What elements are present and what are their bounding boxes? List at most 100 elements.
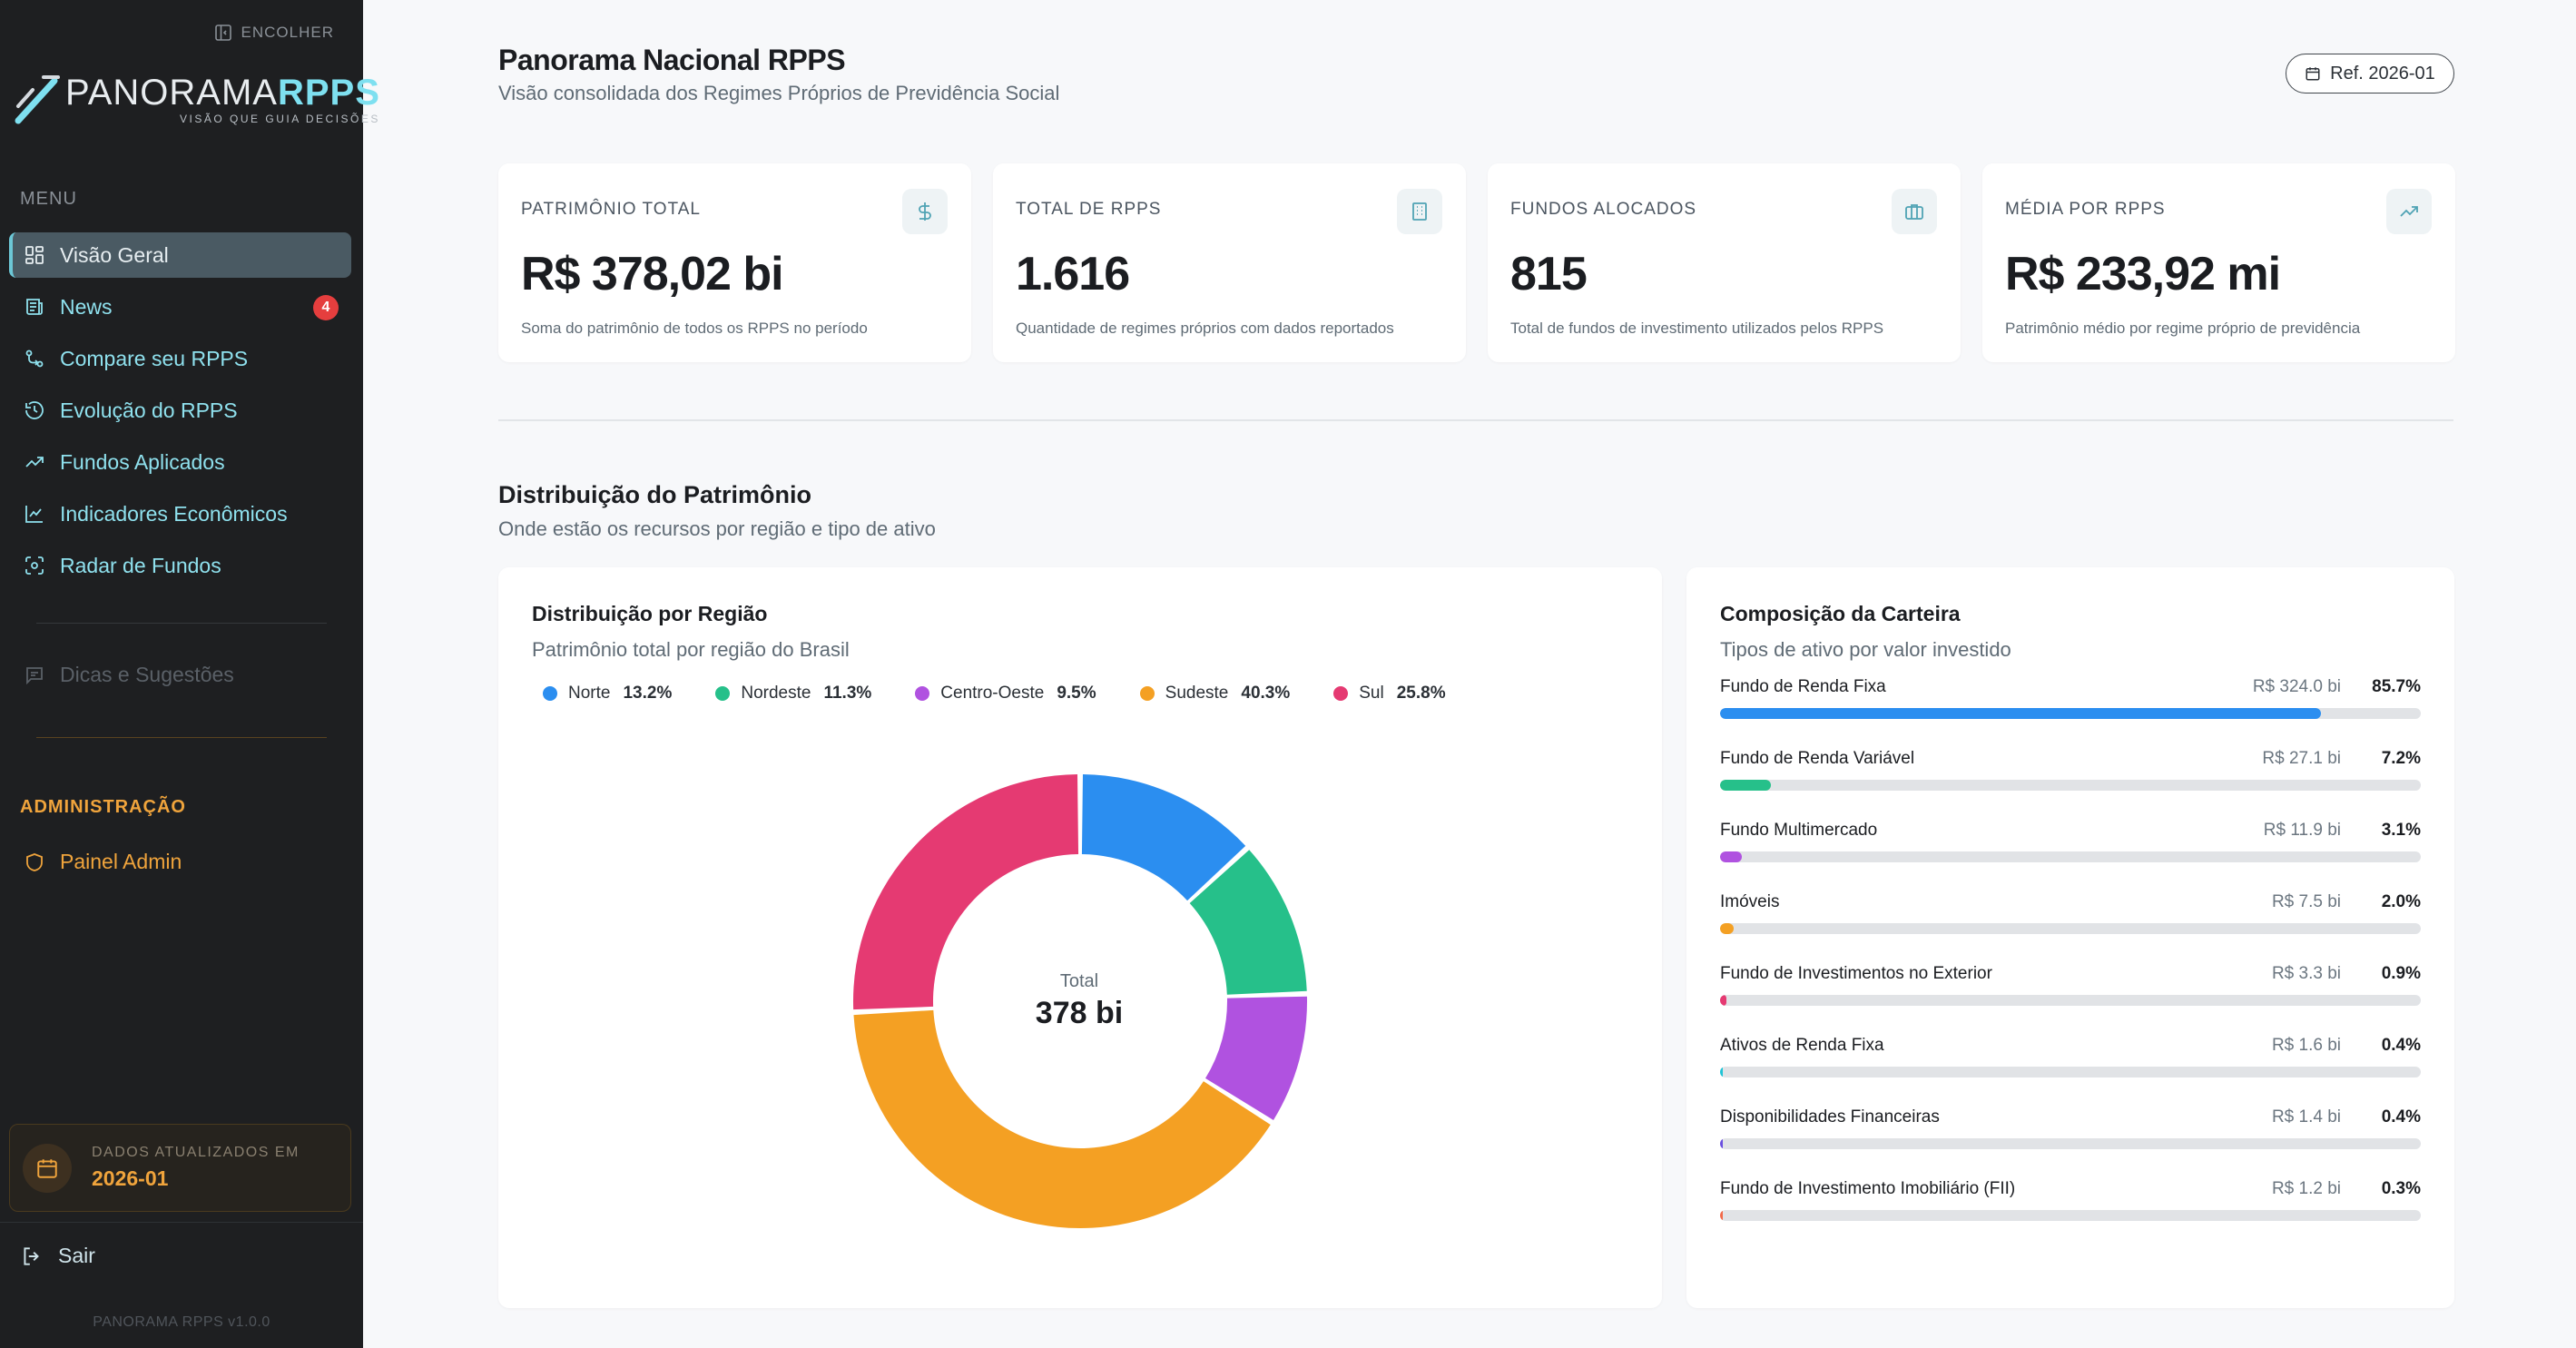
donut-center-label: Total <box>1059 971 1099 991</box>
region-distribution-panel: Distribuição por Região Patrimônio total… <box>498 567 1662 1308</box>
bar-percent: 3.1% <box>2381 821 2421 840</box>
bar-track <box>1720 1138 2421 1149</box>
legend-dot <box>915 686 930 701</box>
message-icon <box>26 666 43 684</box>
stat-label: PATRIMÔNIO TOTAL <box>521 200 701 219</box>
sidebar-item-dicas[interactable]: Dicas e Sugestões <box>24 663 234 687</box>
bar-track <box>1720 1067 2421 1077</box>
legend-label: Nordeste <box>741 684 811 703</box>
calendar-icon <box>37 1158 57 1178</box>
bar-track <box>1720 1210 2421 1221</box>
section-title: Distribuição do Patrimônio <box>498 481 812 508</box>
logout-button[interactable]: Sair <box>20 1244 95 1268</box>
admin-section-label: ADMINISTRAÇÃO <box>20 797 186 817</box>
sidebar-item-indicadores[interactable]: Indicadores Econômicos <box>9 491 351 536</box>
legend-item[interactable]: Nordeste 11.3% <box>715 684 871 704</box>
logo[interactable]: PANORAMARPPS VISÃO QUE GUIA DECISÕES <box>15 74 380 125</box>
panel-title: Composição da Carteira <box>1720 602 1961 625</box>
legend-dot <box>543 686 557 701</box>
legend-item[interactable]: Sul 25.8% <box>1333 684 1446 704</box>
stat-label: FUNDOS ALOCADOS <box>1510 200 1697 219</box>
bar-label: Fundo Multimercado <box>1720 821 1878 840</box>
sidebar-item-label: Compare seu RPPS <box>60 346 249 370</box>
bar-track <box>1720 851 2421 862</box>
briefcase-icon <box>1905 204 1923 220</box>
admin-divider <box>36 737 327 738</box>
bar-amount: R$ 27.1 bi <box>2262 749 2341 768</box>
donut-slice-centro-oeste[interactable] <box>1204 996 1307 1120</box>
bar-amount: R$ 1.4 bi <box>2271 1107 2341 1127</box>
logo-tagline: VISÃO QUE GUIA DECISÕES <box>180 113 380 125</box>
bar-label: Disponibilidades Financeiras <box>1720 1107 1940 1127</box>
portfolio-bar-row: Fundo de Investimentos no Exterior R$ 3.3… <box>1720 964 2421 1009</box>
reference-period-label: Ref. 2026-01 <box>2330 63 2435 84</box>
sidebar-item-news[interactable]: News 4 <box>9 284 351 330</box>
building-icon <box>1412 202 1427 221</box>
bar-fill <box>1720 995 1726 1006</box>
section-divider <box>498 419 2453 421</box>
stat-icon-wrap <box>2386 189 2432 234</box>
stat-icon-wrap <box>1397 189 1442 234</box>
legend-item[interactable]: Sudeste 40.3% <box>1139 684 1290 704</box>
legend-item[interactable]: Norte 13.2% <box>543 684 672 704</box>
legend-percent: 9.5% <box>1057 684 1096 703</box>
grid-icon <box>25 246 44 264</box>
legend-label: Sudeste <box>1165 684 1229 703</box>
bar-percent: 0.3% <box>2381 1179 2421 1198</box>
bar-track <box>1720 708 2421 719</box>
legend-dot <box>715 686 731 701</box>
sidebar-item-visao-geral[interactable]: Visão Geral <box>9 232 351 278</box>
sidebar-item-radar[interactable]: Radar de Fundos <box>9 543 351 588</box>
collapse-label: ENCOLHER <box>241 24 334 41</box>
sidebar-item-label: Dicas e Sugestões <box>60 663 234 686</box>
compare-icon <box>25 349 44 368</box>
stat-description: Quantidade de regimes próprios com dados… <box>1016 320 1394 337</box>
portfolio-bar-row: Fundo de Investimento Imobiliário (FII) R… <box>1720 1179 2421 1225</box>
sidebar-bottom-divider <box>0 1222 363 1223</box>
sidebar-item-compare[interactable]: Compare seu RPPS <box>9 336 351 381</box>
legend-percent: 25.8% <box>1396 684 1446 703</box>
calendar-icon-wrap <box>23 1143 72 1193</box>
donut-slice-sul[interactable] <box>853 774 1079 1010</box>
legend-item[interactable]: Centro-Oeste 9.5% <box>915 684 1096 704</box>
history-icon <box>25 401 44 419</box>
collapse-sidebar-button[interactable]: ENCOLHER <box>214 24 334 42</box>
bar-fill <box>1720 1067 1724 1077</box>
page-subtitle: Visão consolidada dos Regimes Próprios d… <box>498 82 1060 104</box>
donut-slice-sudeste[interactable] <box>853 1009 1271 1228</box>
stat-description: Total de fundos de investimento utilizad… <box>1510 320 1884 337</box>
reference-period-button[interactable]: Ref. 2026-01 <box>2286 54 2454 93</box>
bar-label: Fundo de Renda Variável <box>1720 749 1915 768</box>
donut-slice-nordeste[interactable] <box>1189 850 1307 995</box>
stat-label: TOTAL DE RPPS <box>1016 200 1162 219</box>
logo-text-a: PANORAMA <box>65 73 278 113</box>
bar-amount: R$ 7.5 bi <box>2271 892 2341 911</box>
legend-percent: 11.3% <box>823 684 872 703</box>
sidebar-item-evolucao[interactable]: Evolução do RPPS <box>9 388 351 433</box>
sidebar-divider <box>36 623 327 624</box>
legend-label: Centro-Oeste <box>940 684 1045 703</box>
stat-icon-wrap <box>902 189 948 234</box>
bar-percent: 0.9% <box>2381 964 2421 983</box>
sidebar-item-admin[interactable]: Painel Admin <box>24 850 182 874</box>
stat-value: 815 <box>1510 248 1588 300</box>
donut-slice-norte[interactable] <box>1081 774 1246 901</box>
logout-icon <box>24 1246 39 1265</box>
news-count-badge: 4 <box>313 295 339 320</box>
sidebar-item-label: Visão Geral <box>60 242 169 267</box>
stat-card-fundos: FUNDOS ALOCADOS 815 Total de fundos de i… <box>1488 163 1961 362</box>
sidebar-item-label: Fundos Aplicados <box>60 449 225 474</box>
sidebar-item-fundos[interactable]: Fundos Aplicados <box>9 439 351 485</box>
stat-card-total-rpps: TOTAL DE RPPS 1.616 Quantidade de regime… <box>993 163 1466 362</box>
data-updated-label: DADOS ATUALIZADOS EM <box>92 1145 300 1160</box>
bar-amount: R$ 1.6 bi <box>2271 1036 2341 1055</box>
legend-dot <box>1139 686 1155 701</box>
bar-percent: 0.4% <box>2381 1036 2421 1055</box>
bar-fill <box>1720 1138 1724 1149</box>
sidebar-item-label: Radar de Fundos <box>60 553 221 577</box>
stat-card-media: MÉDIA POR RPPS R$ 233,92 mi Patrimônio m… <box>1982 163 2455 362</box>
bar-amount: R$ 11.9 bi <box>2263 821 2341 840</box>
bar-label: Fundo de Renda Fixa <box>1720 677 1886 696</box>
sidebar-item-label: Evolução do RPPS <box>60 398 238 422</box>
bar-percent: 0.4% <box>2381 1107 2421 1127</box>
